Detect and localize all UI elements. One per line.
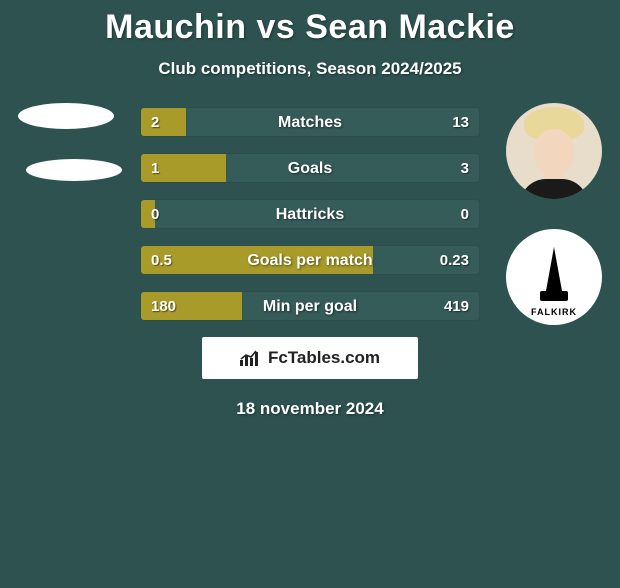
stat-label: Goals per match [141,246,479,275]
avatar-shoulders [520,179,588,199]
stat-bar: 2Matches13 [140,107,480,137]
comparison-panel: FALKIRK 2Matches13 1Goals3 0Hattricks0 0.5G… [0,107,620,419]
club-name: FALKIRK [506,307,602,317]
stat-bar: 180Min per goal419 [140,291,480,321]
right-player-column: FALKIRK [506,103,602,325]
stat-right-value: 3 [461,154,469,183]
branding-badge: FcTables.com [202,337,418,379]
stat-right-value: 13 [452,108,469,137]
stat-label: Goals [141,154,479,183]
stat-label: Matches [141,108,479,137]
page-title: Mauchin vs Sean Mackie [0,8,620,47]
stat-right-value: 419 [444,292,469,321]
stat-label: Hattricks [141,200,479,229]
placeholder-ellipse [26,159,122,181]
stat-label: Min per goal [141,292,479,321]
generation-date: 18 november 2024 [10,399,610,419]
left-player-placeholder [18,103,122,181]
club-badge: FALKIRK [506,229,602,325]
stat-right-value: 0 [461,200,469,229]
branding-text: FcTables.com [268,348,380,368]
club-steeple-icon [546,247,562,291]
subtitle: Club competitions, Season 2024/2025 [0,59,620,79]
placeholder-ellipse [18,103,114,129]
stat-bar: 0Hattricks0 [140,199,480,229]
avatar-face [534,129,574,177]
stat-bar: 0.5Goals per match0.23 [140,245,480,275]
stat-right-value: 0.23 [440,246,469,275]
stat-bar: 1Goals3 [140,153,480,183]
bar-chart-icon [240,350,262,366]
player-avatar [506,103,602,199]
stat-bars: 2Matches13 1Goals3 0Hattricks0 0.5Goals per… [140,107,480,321]
